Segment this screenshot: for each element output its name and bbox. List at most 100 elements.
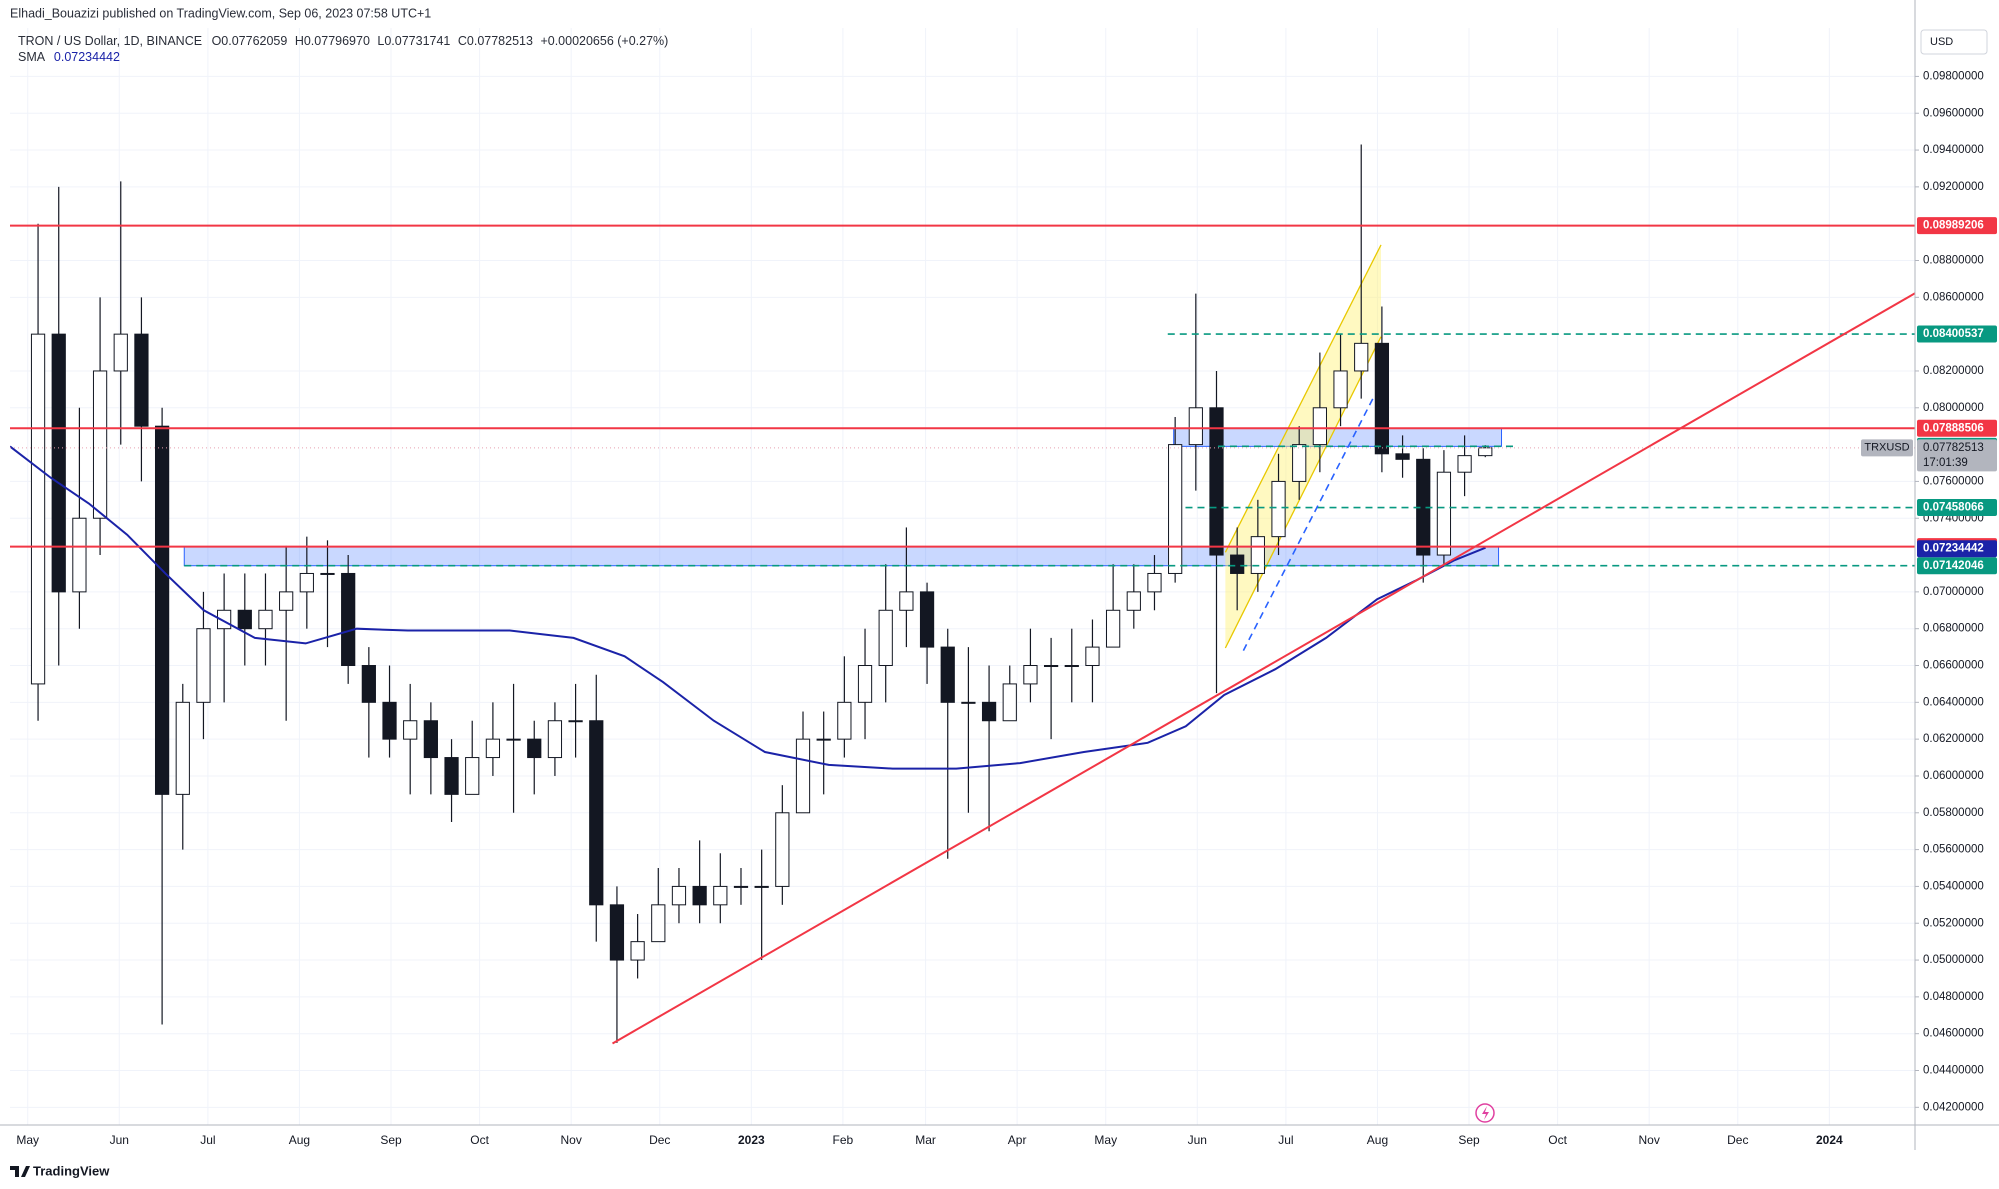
x-tick-label: Sep bbox=[1458, 1133, 1480, 1147]
candle-body bbox=[51, 333, 66, 593]
x-tick-label: Jul bbox=[200, 1133, 215, 1147]
candle-body bbox=[1002, 683, 1017, 722]
price-label-box bbox=[1917, 217, 1997, 235]
y-tick-label: 0.08800000 bbox=[1923, 255, 1984, 267]
currency[interactable]: USD bbox=[1930, 36, 1953, 48]
y-tick-label: 0.05400000 bbox=[1923, 880, 1984, 892]
x-tick-label: Oct bbox=[1548, 1133, 1567, 1147]
candle-body bbox=[485, 738, 501, 759]
y-tick-label: 0.04400000 bbox=[1923, 1065, 1984, 1077]
last-price-box bbox=[1917, 439, 1997, 472]
indicator-value: 0.07234442 bbox=[54, 50, 120, 64]
candle-body bbox=[465, 757, 480, 795]
y-tick-label: 0.04800000 bbox=[1923, 991, 1984, 1003]
brand-name: TradingView bbox=[33, 1163, 110, 1178]
candle-body bbox=[1043, 665, 1059, 668]
candle-body bbox=[630, 941, 645, 961]
sma-line bbox=[10, 445, 1486, 770]
y-tick-label: 0.05800000 bbox=[1923, 807, 1984, 819]
y-tick-label: 0.09800000 bbox=[1923, 70, 1984, 82]
candle-body bbox=[547, 720, 563, 759]
channel-edge bbox=[1224, 244, 1382, 553]
candle-body bbox=[30, 333, 46, 685]
candle-body bbox=[1478, 447, 1493, 457]
candle-body bbox=[1292, 444, 1307, 482]
candle-body bbox=[382, 701, 397, 740]
x-tick-label: 2024 bbox=[1816, 1133, 1843, 1147]
candle-body bbox=[1168, 444, 1183, 574]
candle-body bbox=[1436, 471, 1452, 556]
candle-body bbox=[775, 812, 790, 887]
candle-body bbox=[1064, 665, 1079, 668]
candle-body bbox=[320, 572, 335, 575]
candle-body bbox=[1395, 453, 1410, 460]
candle-body bbox=[134, 333, 149, 427]
candle-body bbox=[919, 591, 935, 648]
candle-body bbox=[1333, 370, 1348, 409]
channel-edge bbox=[1224, 336, 1382, 649]
candle-body bbox=[113, 333, 128, 372]
trend-line bbox=[612, 292, 1915, 1045]
ohlc-key: O bbox=[212, 34, 222, 48]
candle-body bbox=[1085, 646, 1100, 667]
candle-body bbox=[899, 591, 914, 611]
candle-body bbox=[961, 701, 976, 704]
grid bbox=[10, 28, 1915, 1125]
x-tick-label: Nov bbox=[560, 1133, 581, 1147]
candle-body bbox=[754, 885, 769, 888]
symbol-title: TRON / US Dollar, 1D, BINANCE bbox=[18, 34, 202, 48]
candle-body bbox=[795, 738, 811, 814]
y-tick-label: 0.06600000 bbox=[1923, 660, 1984, 672]
candle-body bbox=[837, 701, 852, 740]
price-label: 0.08400537 bbox=[1923, 328, 1984, 340]
candle-body bbox=[258, 609, 273, 630]
y-tick-label: 0.06000000 bbox=[1923, 770, 1984, 782]
symbol-tag-box bbox=[1861, 439, 1913, 457]
currency-button[interactable] bbox=[1920, 29, 1988, 55]
y-tick-label: 0.04200000 bbox=[1923, 1101, 1984, 1113]
ohlc-value: 0.07796970 bbox=[304, 34, 370, 48]
last-price-label: 0.07782513 bbox=[1923, 442, 1984, 454]
candle-body bbox=[361, 665, 376, 703]
y-tick-label: 0.09200000 bbox=[1923, 181, 1984, 193]
candle-body bbox=[444, 757, 459, 795]
x-tick-label: Aug bbox=[289, 1133, 310, 1147]
y-tick-label: 0.07000000 bbox=[1923, 586, 1984, 598]
candle-body bbox=[1188, 407, 1203, 446]
ohlc-value: 0.07762059 bbox=[221, 34, 287, 48]
ohlc-value: 0.07731741 bbox=[384, 34, 450, 48]
ohlc-key: H bbox=[295, 34, 304, 48]
candle-body bbox=[196, 628, 211, 703]
candle-body bbox=[1230, 554, 1245, 574]
candle-body bbox=[1147, 572, 1162, 593]
price-label: 0.07142046 bbox=[1923, 560, 1984, 572]
candle-body bbox=[940, 646, 955, 703]
candle-body bbox=[1023, 665, 1038, 685]
y-tick-label: 0.09600000 bbox=[1923, 107, 1984, 119]
candle-body bbox=[1106, 609, 1121, 648]
y-tick-label: 0.07600000 bbox=[1923, 475, 1984, 487]
symbol-tag: TRXUSD bbox=[1864, 442, 1909, 454]
countdown: 17:01:39 bbox=[1923, 457, 1968, 469]
x-tick-label: Nov bbox=[1639, 1133, 1660, 1147]
price-label: 0.07458066 bbox=[1923, 502, 1984, 514]
candle-body bbox=[981, 701, 997, 722]
candle-body bbox=[1271, 480, 1286, 538]
y-tick-label: 0.04600000 bbox=[1923, 1028, 1984, 1040]
x-tick-label: Jun bbox=[1188, 1133, 1207, 1147]
change: +0.00020656 (+0.27%) bbox=[540, 34, 668, 48]
candle-body bbox=[1457, 455, 1472, 473]
candle-body bbox=[651, 904, 666, 943]
y-tick-label: 0.06800000 bbox=[1923, 623, 1984, 635]
indicator-name: SMA bbox=[18, 50, 46, 64]
candle-body bbox=[1250, 536, 1265, 574]
price-label: 0.08989206 bbox=[1923, 220, 1984, 232]
x-tick-label: Mar bbox=[915, 1133, 936, 1147]
zone bbox=[183, 546, 1500, 567]
candle-body bbox=[1374, 342, 1390, 455]
price-label: 0.07888506 bbox=[1923, 422, 1984, 434]
y-tick-label: 0.09400000 bbox=[1923, 144, 1984, 156]
candle-body bbox=[816, 738, 831, 741]
candle-body bbox=[1126, 591, 1141, 611]
